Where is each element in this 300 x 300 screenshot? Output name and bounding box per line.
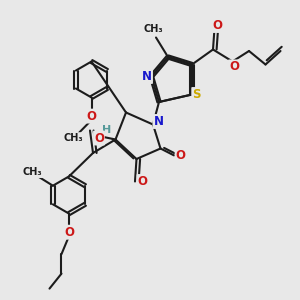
Text: O: O: [94, 131, 104, 145]
Text: O: O: [86, 110, 97, 123]
Text: N: N: [142, 70, 152, 83]
Text: O: O: [212, 19, 223, 32]
Text: O: O: [176, 149, 186, 162]
Text: CH₃: CH₃: [63, 133, 83, 143]
Text: N: N: [153, 115, 164, 128]
Text: CH₃: CH₃: [143, 24, 163, 34]
Text: O: O: [137, 175, 148, 188]
Text: O: O: [64, 226, 74, 239]
Text: CH₃: CH₃: [23, 167, 42, 177]
Text: O: O: [229, 60, 239, 74]
Text: H: H: [102, 125, 111, 135]
Text: S: S: [192, 88, 201, 101]
